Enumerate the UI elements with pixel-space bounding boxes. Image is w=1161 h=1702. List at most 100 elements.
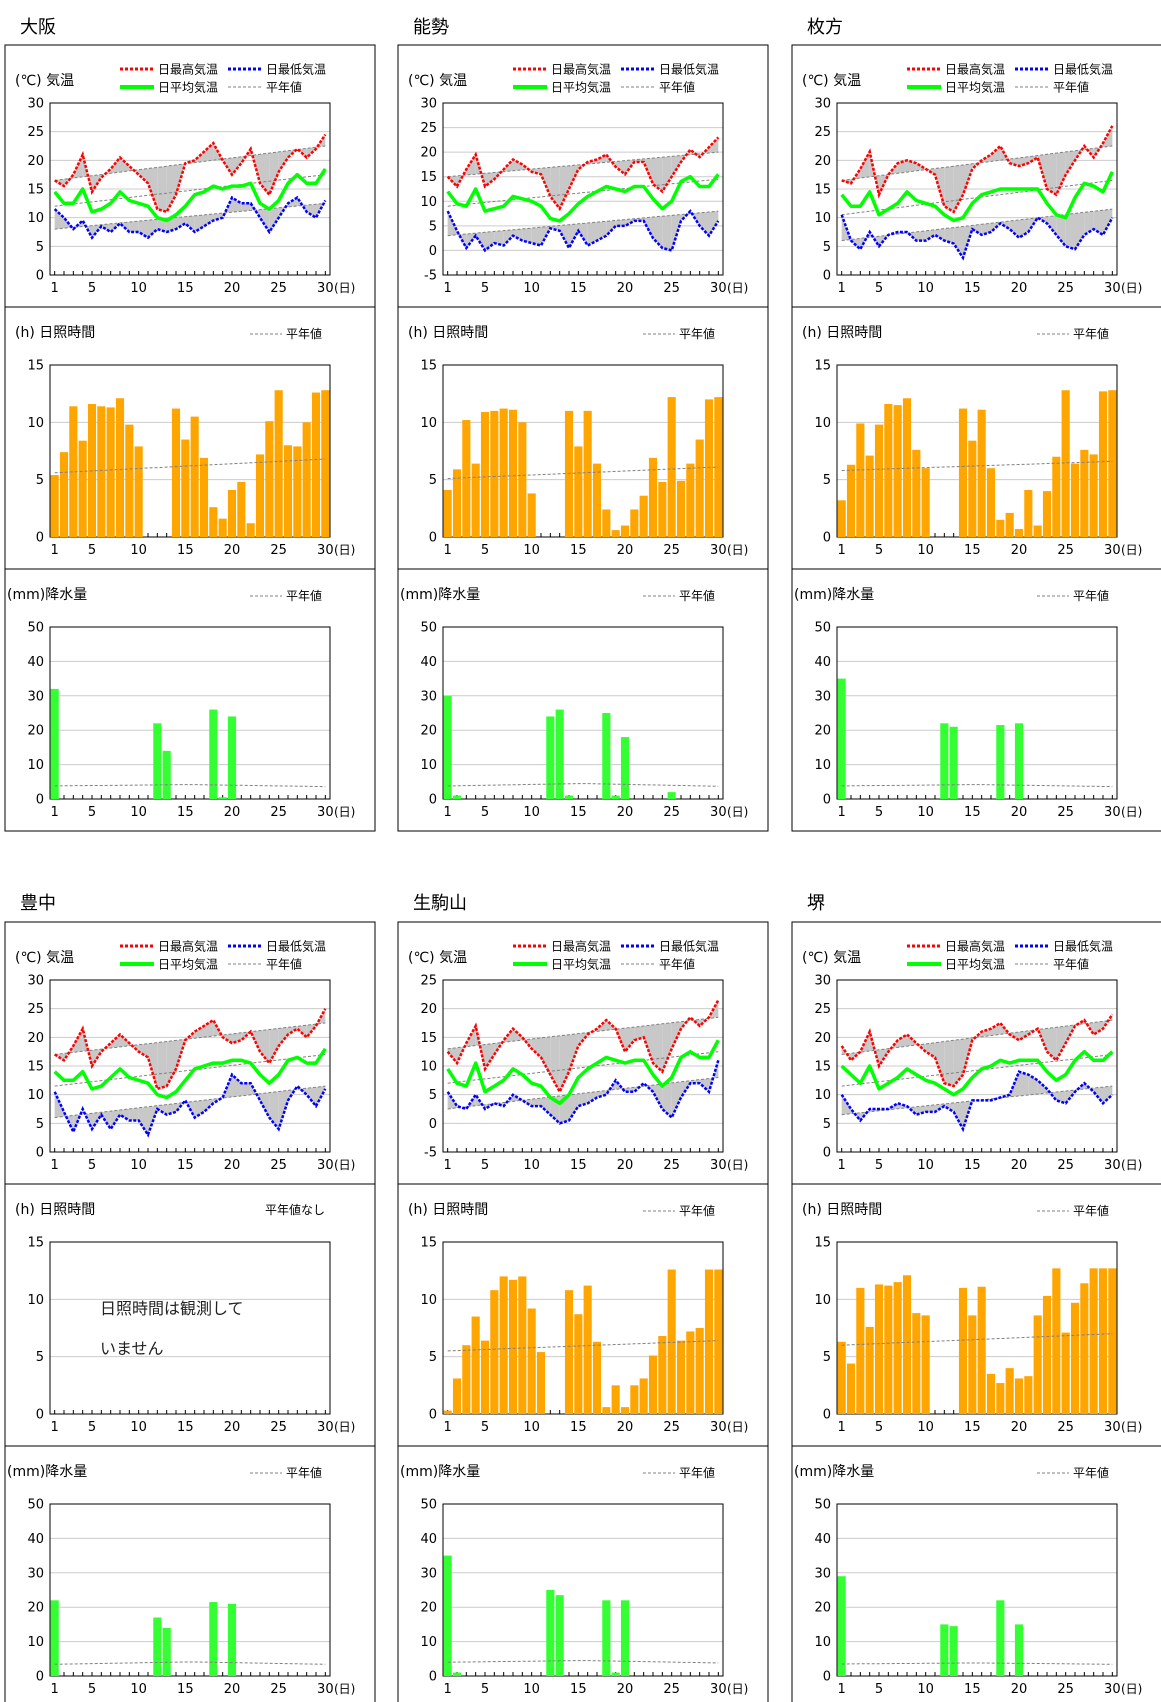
rain-plot-frame bbox=[836, 1503, 1118, 1677]
sun-bar bbox=[639, 495, 648, 537]
min-deviation-band bbox=[709, 211, 719, 236]
sun-xtick-label: 5 bbox=[88, 543, 96, 558]
max-deviation-band bbox=[166, 1040, 176, 1087]
rain-ytick-label: 40 bbox=[420, 655, 437, 670]
rain-bar bbox=[949, 726, 958, 799]
sun-xtick-label: 15 bbox=[964, 543, 981, 558]
sun-xtick-label: 15 bbox=[177, 543, 194, 558]
max-deviation-band bbox=[1000, 146, 1010, 164]
rain-bar bbox=[564, 795, 574, 799]
sun-bar bbox=[846, 464, 856, 537]
min-deviation-band bbox=[306, 1087, 316, 1107]
sun-xtick-label: 30 bbox=[1104, 543, 1121, 558]
rain-bar bbox=[1014, 1624, 1024, 1676]
rain-ytick-label: 20 bbox=[420, 1601, 437, 1616]
series-avg-line bbox=[53, 167, 327, 223]
min-deviation-band bbox=[1065, 213, 1075, 250]
rain-bar bbox=[949, 1626, 958, 1676]
sun-xtick-label: 15 bbox=[570, 543, 587, 558]
temperature-xtick-label: 20 bbox=[224, 1158, 241, 1173]
legend-max-label: 日最高気温 bbox=[551, 62, 611, 77]
rain-bar bbox=[611, 795, 620, 799]
min-deviation-band bbox=[569, 1093, 579, 1121]
rain-xtick-label: 25 bbox=[1057, 805, 1074, 820]
sun-title: (h) 日照時間 bbox=[408, 325, 488, 341]
temperature-ytick-label: 20 bbox=[814, 1031, 831, 1046]
sun-bar bbox=[884, 403, 893, 537]
rain-ytick-label: 0 bbox=[429, 1670, 437, 1685]
sun-bar bbox=[977, 409, 986, 537]
max-deviation-band bbox=[531, 1037, 541, 1058]
max-deviation-band bbox=[559, 165, 569, 209]
max-deviation-band bbox=[897, 160, 907, 174]
sun-title: (h) 日照時間 bbox=[408, 1202, 488, 1218]
sun-bar bbox=[564, 410, 574, 537]
rain-ytick-label: 30 bbox=[814, 1566, 831, 1581]
sun-bar bbox=[293, 446, 302, 537]
temperature-ytick-label: 10 bbox=[27, 211, 44, 226]
rain-normal-line bbox=[841, 1662, 1113, 1665]
sun-normal-line bbox=[841, 1333, 1113, 1346]
sun-bar bbox=[648, 457, 658, 537]
min-deviation-band bbox=[232, 1074, 242, 1097]
series-max-line bbox=[54, 133, 327, 214]
min-deviation-band bbox=[204, 214, 214, 227]
sun-bar bbox=[1024, 1376, 1033, 1414]
legend-max-label: 日最高気温 bbox=[158, 939, 218, 954]
min-deviation-band bbox=[671, 1081, 681, 1118]
sun-bar bbox=[1033, 1315, 1042, 1414]
rain-xtick-label: 1 bbox=[51, 1682, 59, 1697]
rain-xtick-label: 20 bbox=[1011, 1682, 1028, 1697]
temperature-ytick-label: 30 bbox=[420, 97, 437, 112]
rain-ytick-label: 40 bbox=[27, 655, 44, 670]
station-name: 枚方 bbox=[807, 17, 843, 38]
sun-normal-line bbox=[447, 466, 719, 479]
rain-bar bbox=[227, 1603, 237, 1676]
temperature-ytick-label: 20 bbox=[420, 146, 437, 161]
rain-plot-frame bbox=[442, 626, 724, 800]
sun-normal-line bbox=[447, 1340, 719, 1352]
rain-plot-frame bbox=[49, 626, 331, 800]
rain-xtick-label: 15 bbox=[570, 805, 587, 820]
sun-bar bbox=[443, 489, 452, 537]
max-deviation-band bbox=[1056, 151, 1066, 195]
max-deviation-band bbox=[841, 1045, 851, 1061]
sun-bar bbox=[902, 1275, 912, 1414]
rain-xtick-label: 30 bbox=[710, 805, 727, 820]
normal-avg-line bbox=[841, 1054, 1113, 1087]
rain-bar bbox=[162, 750, 171, 799]
legend-avg-label: 日平均気温 bbox=[158, 957, 218, 972]
sun-ytick-label: 15 bbox=[27, 1236, 44, 1251]
sun-xtick-label: 20 bbox=[1011, 543, 1028, 558]
rain-ytick-label: 20 bbox=[27, 1601, 44, 1616]
sun-xtick-label: 10 bbox=[130, 1420, 147, 1435]
sun-bar bbox=[1061, 1332, 1070, 1414]
temperature-plot-frame bbox=[49, 979, 331, 1153]
sun-bar bbox=[695, 1328, 704, 1414]
sun-bar bbox=[255, 454, 265, 537]
sun-bar bbox=[1108, 390, 1117, 537]
max-deviation-band bbox=[1047, 153, 1057, 195]
min-deviation-band bbox=[1019, 1071, 1029, 1096]
sun-bar bbox=[499, 408, 508, 537]
temperature-x-unit: (日) bbox=[727, 1158, 748, 1172]
rain-bar bbox=[50, 688, 59, 799]
sun-ytick-label: 5 bbox=[823, 473, 831, 488]
min-deviation-band bbox=[662, 1082, 672, 1118]
sun-bar bbox=[630, 509, 639, 537]
sun-bar bbox=[115, 398, 125, 537]
rain-ytick-label: 10 bbox=[27, 1635, 44, 1650]
series-avg-line bbox=[840, 171, 1114, 223]
sun-x-unit: (日) bbox=[727, 1420, 748, 1434]
sun-bar bbox=[583, 410, 592, 537]
sun-xtick-label: 5 bbox=[481, 1420, 489, 1435]
temperature-ytick-label: 0 bbox=[429, 244, 437, 259]
sun-bar bbox=[714, 397, 723, 537]
sun-bar bbox=[574, 1314, 583, 1414]
sun-bar bbox=[648, 1355, 658, 1414]
sun-xtick-label: 10 bbox=[917, 543, 934, 558]
